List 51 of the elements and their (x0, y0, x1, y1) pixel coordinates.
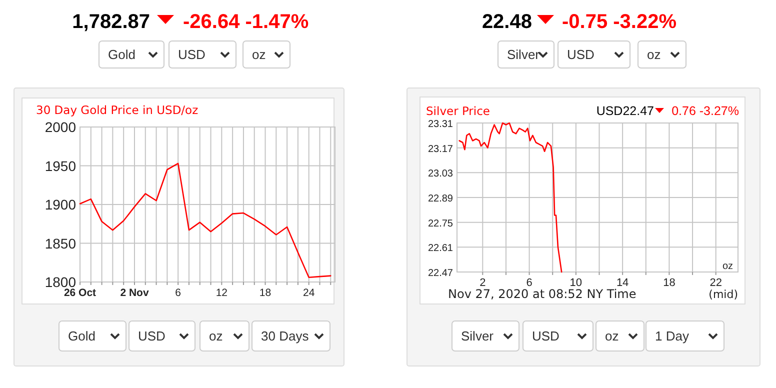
text: USD (532, 328, 560, 344)
x-tick-label: 2 Nov (120, 287, 149, 299)
text: USD (567, 47, 594, 62)
y-tick-label: 22.75 (428, 218, 454, 230)
line-series (79, 162, 332, 278)
text: 0.76 -3.27% (672, 104, 739, 118)
x-tick-label: 2 (480, 277, 486, 289)
x-tick-label: 24 (303, 287, 315, 299)
text: 1,782.87 (72, 11, 150, 33)
chart-title: 30 Day Gold Price in USD/oz (36, 103, 198, 117)
y-tick-label: 22.89 (428, 194, 454, 204)
x-tick-label: 6 (526, 277, 532, 289)
text: -0.75 -3.22% (562, 11, 677, 33)
text: USD22.47 (596, 104, 654, 118)
x-tick-label: 6 (175, 287, 182, 299)
text: 22.48 (482, 11, 532, 33)
y-tick-label: 23.17 (428, 144, 454, 155)
text: oz (605, 328, 619, 344)
y-tick-label: 1850 (44, 235, 76, 252)
text: -26.64 -1.47% (183, 11, 309, 33)
y-tick-label: 1800 (44, 274, 76, 290)
line-series (458, 122, 562, 273)
text: oz (647, 47, 661, 62)
text: USD (138, 328, 166, 344)
x-tick-label: 12 (216, 287, 228, 299)
text: oz (252, 47, 266, 62)
y-tick-label: 22.61 (428, 243, 454, 254)
x-tick-label: 22 (710, 277, 722, 289)
chart-title: Silver Price (426, 104, 490, 118)
x-tick-label: 18 (259, 287, 272, 299)
y-tick-label: 1900 (44, 196, 76, 212)
x-tick-label: 14 (616, 277, 629, 289)
y-tick-label: 2000 (44, 119, 76, 135)
text: 30 Days (261, 328, 310, 344)
text: Silver (461, 328, 494, 344)
x-tick-label: 10 (570, 277, 582, 289)
text: (mid) (708, 288, 738, 301)
text: Silver (507, 47, 540, 62)
text: Gold (68, 328, 96, 344)
y-tick-label: 22.47 (428, 268, 454, 279)
x-tick-label: 26 Oct (64, 287, 97, 299)
y-tick-label: 1950 (44, 158, 76, 174)
x-tick-label: 18 (663, 277, 676, 289)
text: Gold (108, 47, 136, 62)
text: 1 Day (655, 328, 690, 344)
text: Nov 27, 2020 at 08:52 NY Time (448, 287, 636, 301)
text: oz (209, 328, 223, 344)
annotation: oz (722, 261, 733, 272)
text: USD (178, 47, 206, 62)
y-tick-label: 23.03 (428, 168, 454, 180)
y-tick-label: 23.31 (428, 119, 454, 130)
